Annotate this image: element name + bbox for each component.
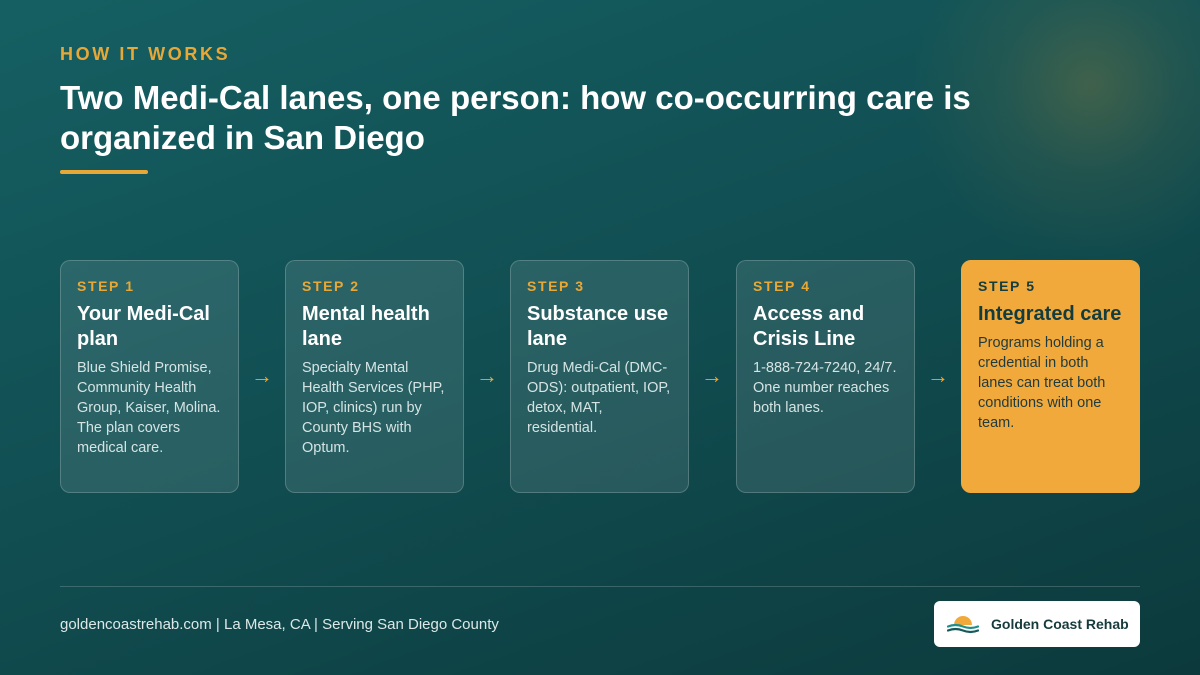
step-card-2: STEP 2 Mental health lane Specialty Ment… — [285, 260, 464, 493]
step-card-1: STEP 1 Your Medi-Cal plan Blue Shield Pr… — [60, 260, 239, 493]
step-description: Specialty Mental Health Services (PHP, I… — [302, 360, 445, 456]
step-title: Mental health lane — [302, 303, 430, 350]
step-title: Access and Crisis Line — [753, 303, 865, 350]
step-label: STEP 3 — [527, 278, 585, 294]
step-card-4: STEP 4 Access and Crisis Line 1-888-724-… — [736, 260, 915, 493]
logo-badge: Golden Coast Rehab — [934, 601, 1140, 647]
step-description: Programs holding a credential in both la… — [978, 335, 1106, 431]
arrow-icon: → — [251, 363, 273, 388]
step-description: 1-888-724-7240, 24/7. One number reaches… — [753, 360, 897, 416]
step-card-5: STEP 5 Integrated care Programs holding … — [961, 260, 1140, 493]
title-underline — [60, 170, 148, 174]
arrow-icon: → — [927, 363, 949, 388]
eyebrow-label: HOW IT WORKS — [60, 44, 231, 64]
step-description: Blue Shield Promise, Community Health Gr… — [77, 360, 221, 456]
step-title: Substance use lane — [527, 303, 669, 350]
page-title: Two Medi-Cal lanes, one person: how co-o… — [60, 79, 971, 156]
arrow-icon: → — [701, 363, 723, 388]
arrow-icon: → — [476, 363, 498, 388]
step-label: STEP 5 — [978, 278, 1036, 294]
sunset-wave-logo-icon — [947, 616, 979, 634]
step-title: Integrated care — [978, 303, 1122, 325]
steps-row: STEP 1 Your Medi-Cal plan Blue Shield Pr… — [60, 260, 1140, 493]
footer-text: goldencoastrehab.com | La Mesa, CA | Ser… — [60, 616, 499, 633]
step-label: STEP 4 — [753, 278, 811, 294]
footer-divider — [60, 586, 1140, 587]
logo-name: Golden Coast Rehab — [991, 616, 1129, 632]
step-description: Drug Medi-Cal (DMC-ODS): outpatient, IOP… — [527, 360, 671, 436]
step-label: STEP 2 — [302, 278, 360, 294]
step-title: Your Medi-Cal plan — [77, 303, 210, 350]
step-label: STEP 1 — [77, 278, 135, 294]
step-card-3: STEP 3 Substance use lane Drug Medi-Cal … — [510, 260, 689, 493]
